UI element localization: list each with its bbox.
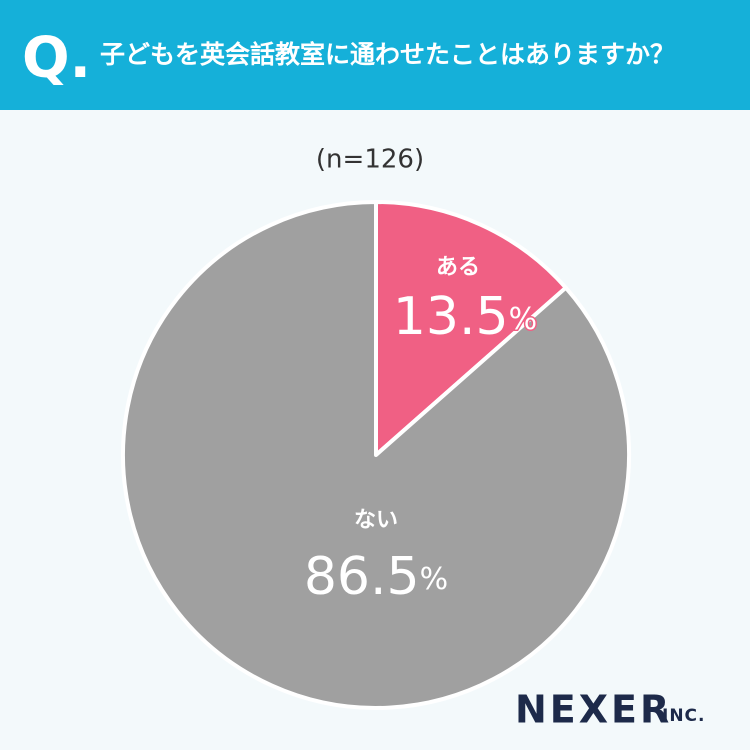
chart-title: 子どもを英会話教室に通わせたことはありますか？ (100, 40, 675, 69)
header-band (0, 0, 750, 110)
value-label: 86.5% (304, 547, 448, 607)
question-mark: Q. (22, 26, 91, 91)
category-label: ない (354, 508, 398, 533)
logo-name: NEXER (515, 688, 672, 732)
value-label: 13.5% (393, 287, 537, 347)
labels: ある 13.5% ない 86.5% (304, 254, 539, 608)
pie-slice (121, 200, 631, 710)
category-label: ある (436, 255, 480, 280)
pie (121, 200, 631, 710)
pie-slice (374, 200, 568, 457)
logo-suffix: INC. (662, 706, 706, 726)
chart-subtitle: (n=126) (316, 145, 424, 175)
